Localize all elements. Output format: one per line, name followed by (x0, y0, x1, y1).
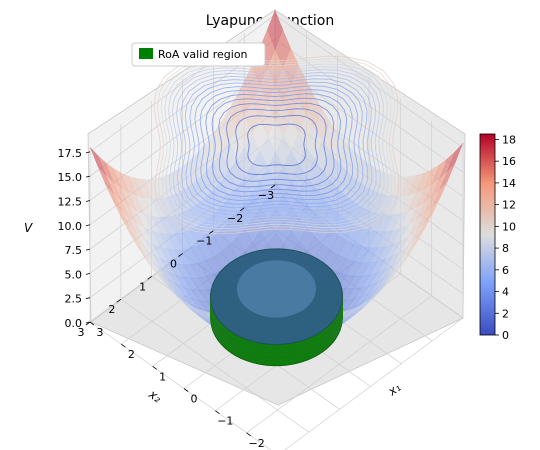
x-tick-mark (215, 410, 220, 414)
y-tick-label: −2 (227, 212, 243, 225)
z-tick-label: 10.0 (58, 220, 83, 233)
legend-swatch-roa (139, 48, 153, 59)
colorbar-tick-label: 8 (502, 242, 509, 255)
z-tick-label: 15.0 (58, 171, 83, 184)
y-tick-mark (209, 230, 214, 234)
z-tick-mark (85, 297, 91, 300)
colorbar-gradient (479, 133, 496, 336)
colorbar-ticks: 0 2 4 6 8 10 12 14 16 18 (495, 133, 516, 342)
axis-ticks: 0.02.55.07.510.012.515.017.5−3−2−10123−3… (58, 147, 276, 450)
contour-line (164, 63, 389, 227)
x-tick-mark (89, 321, 95, 326)
legend-box (131, 42, 266, 67)
contour-line (176, 72, 377, 219)
z-tick-mark (85, 224, 91, 227)
x-tick-mark (246, 432, 251, 437)
contour-line (153, 55, 399, 235)
colorbar-tick-label: 16 (502, 155, 516, 168)
z-tick-label: 5.0 (65, 268, 83, 281)
z-tick-label: 2.5 (65, 293, 83, 306)
z-tick-mark (85, 273, 91, 275)
contour-projection (153, 55, 399, 235)
contour-line (194, 85, 359, 205)
y-tick-mark (239, 207, 245, 212)
z-tick-label: 17.5 (58, 147, 83, 160)
y-tick-label: 1 (139, 280, 146, 293)
y-tick-mark (178, 253, 183, 257)
contour-line (218, 102, 335, 188)
colorbar-tick-label: 14 (502, 177, 516, 190)
colorbar: 0 2 4 6 8 10 12 14 16 18 (479, 133, 516, 342)
colorbar-tick-label: 4 (502, 286, 509, 299)
contour-line (168, 66, 385, 224)
z-tick-label: 7.5 (65, 244, 83, 257)
x-tick-label: 1 (159, 370, 166, 383)
contour-line (205, 93, 348, 197)
contour-line (211, 97, 342, 193)
x-tick-mark (121, 343, 126, 348)
contour-line (184, 78, 368, 212)
y-tick-mark (85, 321, 91, 326)
legend: RoA valid region (131, 42, 266, 67)
roa-region (210, 248, 343, 367)
x-tick-mark (183, 388, 189, 392)
y-tick-label: −1 (196, 235, 212, 248)
z-axis-label: V (24, 221, 33, 235)
x-tick-label: 0 (191, 393, 198, 406)
y-tick-mark (147, 276, 152, 280)
colorbar-tick-label: 18 (502, 133, 516, 146)
z-tick-mark (85, 248, 91, 251)
z-tick-mark (85, 151, 91, 154)
contour-line (180, 75, 373, 215)
contour-line (226, 108, 327, 182)
z-tick-mark (85, 175, 91, 178)
roa-surface-highlight (236, 260, 317, 318)
contour-line (247, 123, 306, 167)
y-axis-label: x₂ (145, 387, 164, 406)
y-tick-mark (270, 184, 276, 189)
x-tick-label: 3 (97, 326, 104, 339)
x-tick-label: −1 (217, 415, 233, 428)
y-tick-label: 2 (108, 303, 115, 316)
colorbar-tick-label: 0 (502, 329, 509, 342)
contour-line (199, 89, 353, 201)
colorbar-tick-label: 10 (502, 220, 516, 233)
z-tick-label: 12.5 (58, 195, 83, 208)
contour-line (189, 81, 364, 209)
y-tick-mark (116, 298, 122, 303)
x-tick-mark (152, 366, 157, 370)
x-tick-label: 2 (128, 348, 135, 361)
y-tick-label: 0 (170, 258, 177, 271)
contour-line (171, 69, 381, 221)
colorbar-tick-label: 2 (502, 307, 509, 320)
contour-line (157, 58, 396, 232)
y-tick-label: 3 (78, 326, 85, 339)
x-tick-label: −2 (249, 437, 265, 450)
colorbar-tick-label: 6 (502, 264, 509, 277)
contour-line (235, 114, 318, 176)
contour-line (160, 60, 392, 230)
floor-grid-x (284, 317, 464, 450)
x-axis-label: x₁ (385, 380, 404, 399)
z-tick-label: 0.0 (65, 317, 83, 330)
colorbar-tick-label: 12 (502, 199, 516, 212)
y-tick-label: −3 (258, 189, 274, 202)
floor-grid-y (120, 298, 310, 433)
z-tick-mark (85, 200, 91, 202)
legend-label-roa: RoA valid region (158, 48, 248, 61)
